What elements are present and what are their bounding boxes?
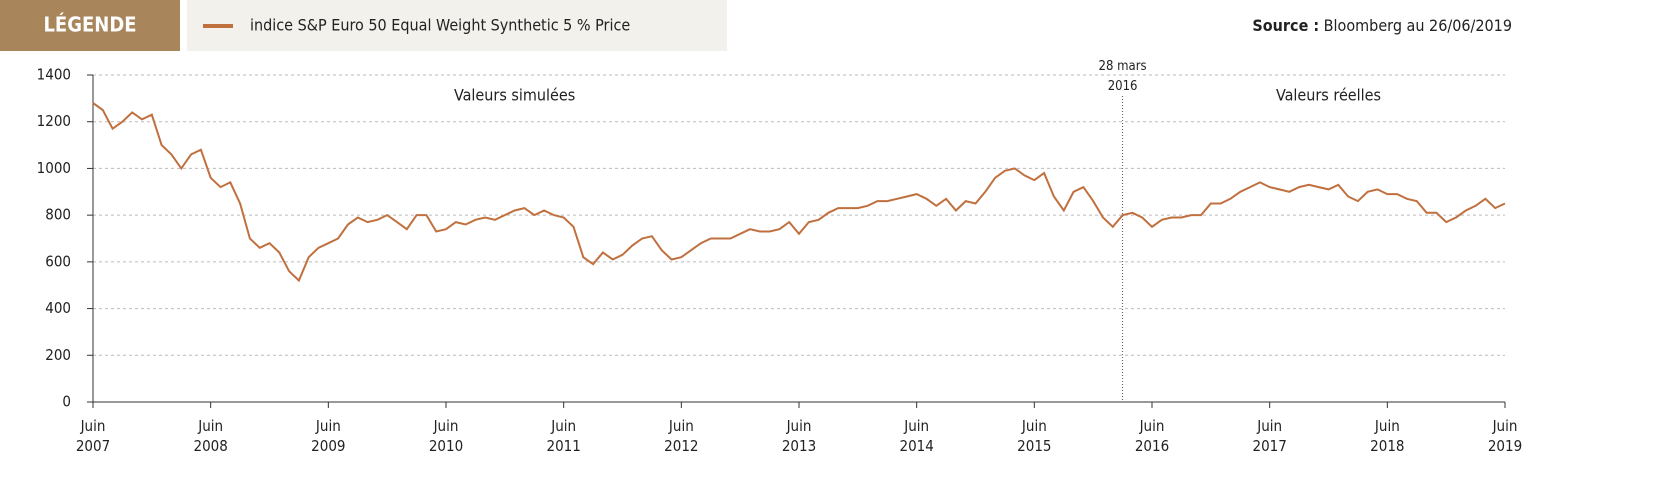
x-tick-label: Juin 2014 bbox=[899, 417, 933, 455]
y-tick-label: 800 bbox=[45, 206, 71, 224]
x-tick-label: Juin 2011 bbox=[546, 417, 580, 455]
x-tick-label: Juin 2008 bbox=[193, 417, 227, 455]
x-tick-label: Juin 2019 bbox=[1488, 417, 1522, 455]
source: Source : Bloomberg au 26/06/2019 bbox=[1252, 16, 1512, 35]
annotation: Valeurs réelles bbox=[1276, 86, 1381, 105]
x-tick-label: Juin 2009 bbox=[311, 417, 345, 455]
y-tick-label: 0 bbox=[62, 393, 71, 411]
x-tick-label: Juin 2012 bbox=[664, 417, 698, 455]
y-tick-label: 1400 bbox=[37, 66, 71, 84]
y-tick-label: 400 bbox=[45, 299, 71, 317]
x-tick-label: Juin 2013 bbox=[782, 417, 816, 455]
annotation: 28 mars 2016 bbox=[1099, 59, 1147, 94]
source-label: Source : bbox=[1252, 16, 1319, 35]
legend-label: indice S&P Euro 50 Equal Weight Syntheti… bbox=[250, 16, 630, 35]
source-text: Bloomberg au 26/06/2019 bbox=[1324, 16, 1512, 35]
x-tick-label: Juin 2016 bbox=[1135, 417, 1169, 455]
y-tick-label: 600 bbox=[45, 252, 71, 270]
y-tick-label: 200 bbox=[45, 346, 71, 364]
x-tick-label: Juin 2015 bbox=[1017, 417, 1051, 455]
y-tick-label: 1000 bbox=[37, 159, 71, 177]
annotation: Valeurs simulées bbox=[454, 86, 575, 105]
x-tick-label: Juin 2010 bbox=[429, 417, 463, 455]
legend-title: LÉGENDE bbox=[43, 13, 136, 37]
x-tick-label: Juin 2018 bbox=[1370, 417, 1404, 455]
y-tick-label: 1200 bbox=[37, 112, 71, 130]
series-line bbox=[92, 102, 1506, 283]
x-tick-label: Juin 2007 bbox=[76, 417, 110, 455]
legend-box bbox=[187, 0, 727, 51]
x-tick-label: Juin 2017 bbox=[1252, 417, 1286, 455]
legend-title-box bbox=[0, 0, 180, 51]
